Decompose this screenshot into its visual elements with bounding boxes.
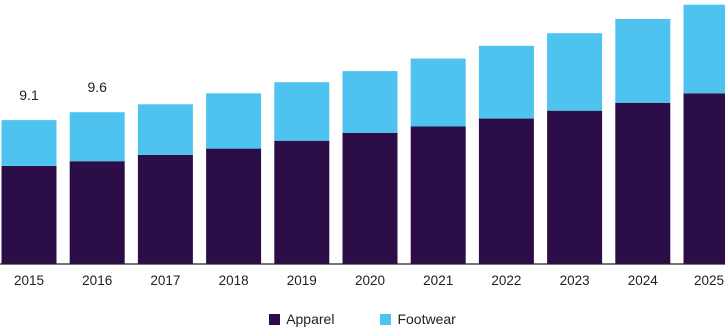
bar-footwear-2025 xyxy=(683,4,725,94)
legend-swatch-footwear xyxy=(380,313,392,325)
bar-apparel-2021 xyxy=(410,126,466,264)
bar-apparel-2019 xyxy=(274,140,330,264)
bar-footwear-2016 xyxy=(69,112,125,162)
bar-footwear-2022 xyxy=(478,45,534,119)
legend-label-apparel: Apparel xyxy=(286,311,335,327)
bars-layer xyxy=(1,4,725,264)
bar-apparel-2018 xyxy=(206,148,262,264)
legend-label-footwear: Footwear xyxy=(397,311,456,327)
x-tick-label-2023: 2023 xyxy=(560,273,590,288)
legend-item-footwear: Footwear xyxy=(380,311,456,327)
data-label-2016: 9.6 xyxy=(87,79,107,95)
x-tick-label-2016: 2016 xyxy=(82,273,112,288)
bar-footwear-2019 xyxy=(274,82,330,141)
x-tick-label-2024: 2024 xyxy=(628,273,659,288)
bar-footwear-2021 xyxy=(410,58,466,127)
x-tick-labels-layer: 2015 2016 2017 2018 2019 2020 2021 2022 2023 2024… xyxy=(14,273,724,288)
bar-apparel-2016 xyxy=(69,161,125,264)
data-labels-layer: 9.1 9.6 xyxy=(19,79,107,103)
legend-item-apparel: Apparel xyxy=(269,311,334,327)
bar-footwear-2018 xyxy=(206,93,262,149)
bar-footwear-2017 xyxy=(137,104,193,155)
x-tick-label-2015: 2015 xyxy=(14,273,44,288)
x-tick-label-2021: 2021 xyxy=(423,273,453,288)
bar-footwear-2023 xyxy=(547,33,603,111)
bar-apparel-2017 xyxy=(137,154,193,264)
x-tick-label-2017: 2017 xyxy=(150,273,180,288)
x-tick-label-2025: 2025 xyxy=(694,273,724,288)
bar-apparel-2020 xyxy=(342,132,398,264)
x-tick-label-2022: 2022 xyxy=(491,273,521,288)
x-tick-label-2019: 2019 xyxy=(287,273,317,288)
x-tick-label-2018: 2018 xyxy=(219,273,249,288)
bar-apparel-2022 xyxy=(478,118,534,264)
x-tick-label-2020: 2020 xyxy=(355,273,385,288)
data-label-2015: 9.1 xyxy=(19,87,39,103)
bar-apparel-2023 xyxy=(547,110,603,264)
bar-apparel-2015 xyxy=(1,166,57,264)
bar-footwear-2020 xyxy=(342,71,398,133)
bar-apparel-2024 xyxy=(615,102,671,264)
legend: Apparel Footwear xyxy=(0,311,725,327)
bar-apparel-2025 xyxy=(683,93,725,264)
bar-footwear-2015 xyxy=(1,120,57,166)
legend-swatch-apparel xyxy=(269,313,281,325)
bar-footwear-2024 xyxy=(615,19,671,103)
